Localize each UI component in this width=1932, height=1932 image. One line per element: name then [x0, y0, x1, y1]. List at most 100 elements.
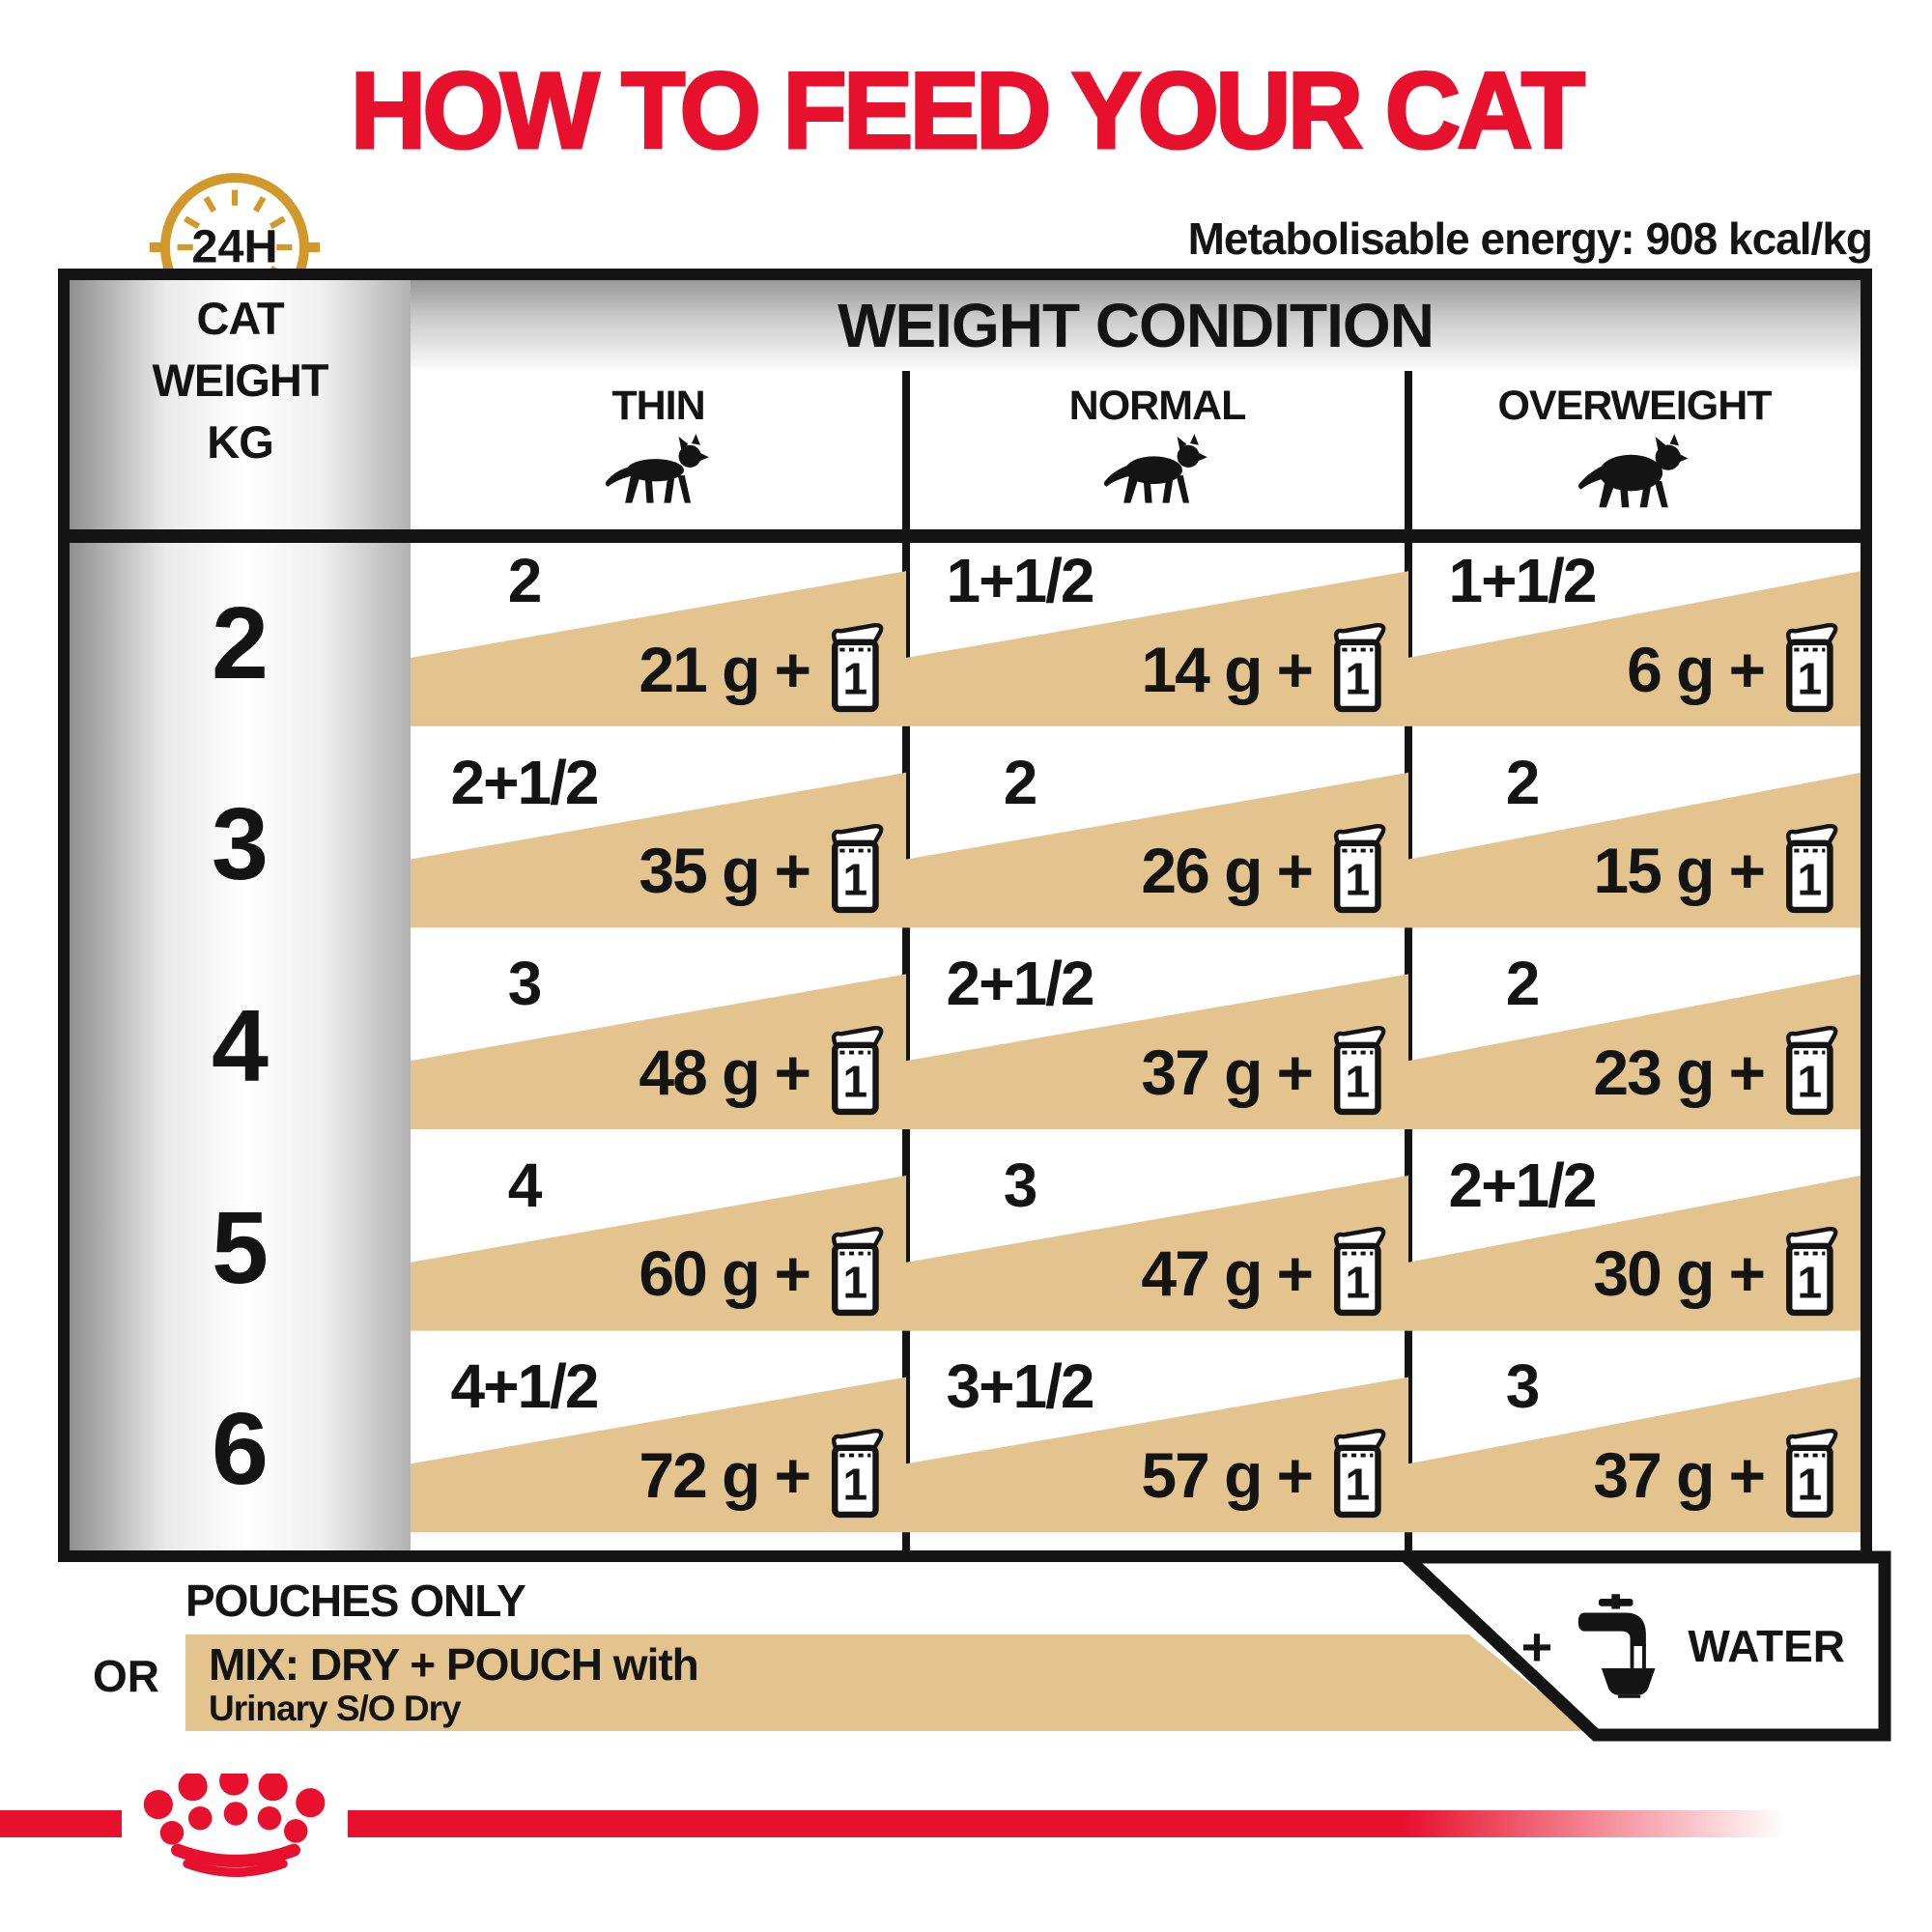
svg-text:1: 1	[1346, 1460, 1371, 1510]
svg-text:1: 1	[843, 1460, 868, 1510]
pouch-count: 2	[1505, 747, 1541, 817]
water-content: + WATER	[1397, 1550, 1891, 1742]
svg-text:1: 1	[1798, 1258, 1823, 1308]
dry-plus-pouch-ration: 72 g + 1	[639, 1428, 887, 1521]
feeding-table: CAT WEIGHT KG WEIGHT CONDITION THIN	[58, 269, 1872, 1562]
weight-condition-header: WEIGHT CONDITION	[838, 291, 1435, 360]
pouch-icon: 1	[832, 622, 884, 712]
pouch-count: 3+1/2	[946, 1351, 1095, 1422]
grams-value: 35 g	[639, 835, 760, 907]
ration-cell: 4+1/2 72 g + 1	[411, 1349, 906, 1550]
cat-weight-value: 4	[212, 988, 269, 1103]
weight-condition-band	[411, 280, 1861, 371]
pouches-only-label: POUCHES ONLY	[185, 1576, 526, 1626]
grams-value: 37 g	[1593, 1438, 1715, 1511]
pouch-icon: 1	[832, 1428, 884, 1519]
svg-text:1: 1	[843, 1258, 868, 1308]
ration-cell: 2+1/2 30 g + 1	[1408, 1148, 1861, 1350]
ration-cell: 2 15 g + 1	[1408, 745, 1861, 947]
overweight-label: OVERWEIGHT	[1497, 383, 1772, 429]
ration-cell: 3 47 g + 1	[906, 1148, 1408, 1350]
thin-cat-icon	[605, 434, 709, 503]
overweight-cat-icon	[1577, 434, 1689, 508]
pouch-icon: 1	[832, 1227, 884, 1317]
ration-cell: 2 26 g + 1	[906, 745, 1408, 947]
dry-plus-pouch-ration: 35 g + 1	[639, 824, 887, 917]
pouch-count: 2	[1003, 747, 1038, 817]
cat-weight-value: 3	[212, 787, 269, 902]
svg-text:1: 1	[1346, 855, 1371, 905]
table-body: CAT WEIGHT KG WEIGHT CONDITION THIN	[70, 280, 1861, 1550]
footer-red-bar-right	[348, 1810, 1816, 1837]
water-label: WATER	[1688, 1621, 1845, 1671]
svg-text:1: 1	[1346, 1056, 1371, 1106]
cat-weight-header: CAT WEIGHT KG	[70, 288, 411, 473]
cat-weight-value: 2	[212, 585, 269, 700]
column-divider-1	[902, 371, 910, 1550]
ration-cell: 1+1/2 6 g + 1	[1408, 543, 1861, 745]
grams-value: 6 g	[1627, 633, 1715, 705]
grams-value: 26 g	[1141, 835, 1263, 907]
pouch-count: 1+1/2	[1448, 546, 1598, 615]
plus-sign: +	[1728, 633, 1766, 705]
grams-value: 21 g	[639, 633, 760, 705]
thin-label: THIN	[611, 383, 705, 429]
water-tap-bowl-icon	[1578, 1594, 1656, 1698]
dry-plus-pouch-ration: 26 g + 1	[1141, 824, 1389, 917]
plus-sign: +	[1276, 1036, 1314, 1108]
grams-value: 60 g	[639, 1237, 760, 1310]
column-divider-2	[1405, 371, 1412, 1550]
dry-plus-pouch-ration: 37 g + 1	[1593, 1428, 1841, 1521]
pouch-icon: 1	[1786, 1025, 1838, 1115]
pouch-count: 3	[507, 949, 543, 1019]
plus-sign: +	[1276, 835, 1314, 907]
cat-weight-column	[70, 280, 411, 1550]
dry-plus-pouch-ration: 23 g + 1	[1593, 1025, 1841, 1119]
plus-sign: +	[1728, 1036, 1766, 1108]
dry-plus-pouch-ration: 48 g + 1	[639, 1025, 887, 1119]
grams-value: 57 g	[1141, 1438, 1263, 1511]
pouch-icon: 1	[1334, 1025, 1386, 1115]
plus-sign: +	[1276, 1237, 1314, 1310]
water-plus-sign: +	[1520, 1615, 1553, 1677]
normal-cat-icon	[1103, 434, 1208, 503]
brand-crown-logo	[133, 1766, 338, 1906]
grams-value: 14 g	[1141, 633, 1263, 705]
ration-cell: 2+1/2 37 g + 1	[906, 946, 1408, 1148]
pouch-icon: 1	[1786, 1428, 1838, 1519]
pouch-icon: 1	[832, 824, 884, 914]
pouch-count: 2	[507, 546, 543, 615]
or-label: OR	[93, 1651, 159, 1701]
pouch-icon: 1	[1786, 622, 1838, 712]
cat-weight-value: 5	[212, 1190, 269, 1305]
grams-value: 47 g	[1141, 1237, 1263, 1310]
dry-plus-pouch-ration: 6 g + 1	[1627, 622, 1841, 716]
condition-thin: THIN	[411, 371, 906, 529]
ration-cell: 2 21 g + 1	[411, 543, 906, 745]
plus-sign: +	[774, 1036, 811, 1108]
dry-plus-pouch-ration: 15 g + 1	[1593, 824, 1841, 917]
water-box: + WATER	[1390, 1550, 1891, 1742]
ration-cell: 4 60 g + 1	[411, 1148, 906, 1350]
pouch-count: 2+1/2	[450, 747, 600, 817]
mix-ration-box: MIX: DRY + POUCH with Urinary S/O Dry	[185, 1634, 1588, 1731]
corner-line-3: KG	[207, 416, 274, 468]
plus-sign: +	[1276, 633, 1314, 705]
pouch-count: 2+1/2	[946, 949, 1095, 1019]
plus-sign: +	[1728, 1237, 1766, 1310]
svg-text:1: 1	[1798, 855, 1823, 905]
svg-text:1: 1	[1346, 1258, 1371, 1308]
plus-sign: +	[774, 1438, 811, 1511]
plus-sign: +	[774, 633, 811, 705]
pouch-icon: 1	[1334, 1428, 1386, 1519]
svg-text:1: 1	[1798, 1056, 1823, 1106]
pouch-icon: 1	[1334, 824, 1386, 914]
pouch-icon: 1	[832, 1025, 884, 1115]
plus-sign: +	[1728, 1438, 1766, 1511]
dry-plus-pouch-ration: 37 g + 1	[1141, 1025, 1389, 1119]
svg-text:1: 1	[843, 653, 868, 703]
mix-line-2: Urinary S/O Dry	[209, 1689, 462, 1728]
pouch-count: 3	[1003, 1150, 1038, 1220]
dry-plus-pouch-ration: 60 g + 1	[639, 1227, 887, 1320]
cat-weight-value: 6	[212, 1392, 269, 1507]
